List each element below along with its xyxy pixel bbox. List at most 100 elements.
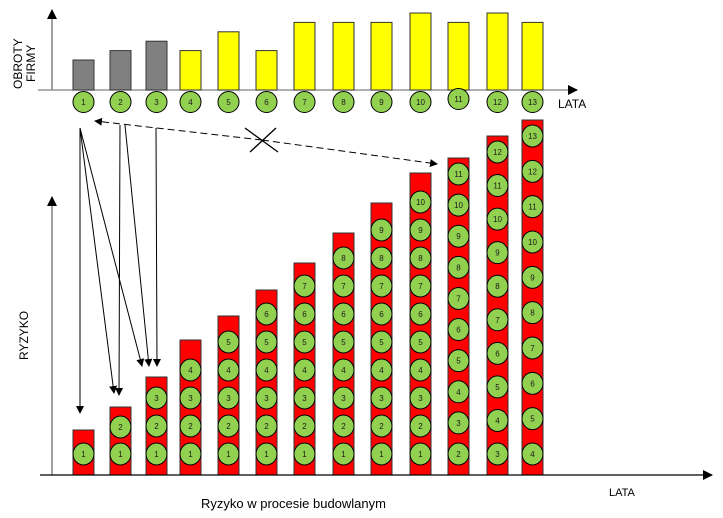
risk-bar-12: 3 4 5 6 7 8 9 10 11 12 [486,135,509,476]
risk-year-number: 6 [456,326,461,335]
risk-year-number: 10 [528,238,537,247]
risk-chart: 1 121231234123451234561234567123456781234… [17,119,713,511]
risk-year-number: 8 [379,254,384,263]
risk-year-marker: 3 [293,386,316,410]
risk-year-circle [332,386,355,410]
risk-year-number: 3 [495,450,500,459]
year-circle [370,91,393,113]
risk-year-number: 11 [454,170,463,179]
risk-year-marker: 1 [409,442,432,466]
risk-year-circle [486,341,509,365]
risk-year-number: 13 [528,132,537,141]
risk-year-marker: 7 [332,274,355,298]
year-number: 13 [528,98,537,107]
risk-year-number: 3 [302,394,307,403]
risk-year-circle [447,318,470,342]
risk-year-circle [332,358,355,382]
risk-year-marker: 6 [447,318,470,342]
risk-year-circle [409,358,432,382]
risk-year-marker: 1 [293,442,316,466]
risk-year-marker: 3 [409,386,432,410]
arrow-year2-to-bar3 [124,124,153,367]
risk-year-number: 3 [188,394,193,403]
risk-year-number: 12 [493,148,502,157]
risk-year-marker: 7 [409,274,432,298]
risk-year-marker: 12 [486,140,509,164]
arrow-year1-to-bar2 [79,127,118,394]
risk-year-circle [370,414,393,438]
risk-year-marker: 6 [486,341,509,365]
risk-year-marker: 1 [332,442,355,466]
risk-year-marker: 1 [370,442,393,466]
risk-year-marker: 8 [332,246,355,270]
risk-year-number: 4 [495,416,500,425]
risk-year-number: 4 [341,366,346,375]
risk-year-circle [179,386,202,410]
risk-year-circle [521,265,544,289]
risk-year-number: 11 [528,203,537,212]
risk-year-marker: 2 [179,414,202,438]
risk-year-circle [521,442,544,466]
risk-year-marker: 6 [370,302,393,326]
year-marker-6: 6 [255,91,278,113]
risk-year-circle [370,442,393,466]
risk-bar-8: 1 2 3 4 5 6 7 8 [332,232,355,476]
risk-year-marker: 2 [145,414,168,438]
arrow-year3-to-bar3 [152,127,161,367]
risk-year-marker: 4 [409,358,432,382]
risk-year-circle [447,224,470,248]
year-circle [217,91,240,113]
risk-year-circle [409,246,432,270]
risk-year-circle [332,330,355,354]
risk-year-number: 2 [418,422,423,431]
risk-year-circle [255,302,278,326]
risk-year-marker: 2 [255,414,278,438]
year-number: 4 [188,98,193,107]
year-number: 3 [154,98,159,107]
risk-year-marker: 5 [370,330,393,354]
risk-year-marker: 6 [293,302,316,326]
risk-year-circle [447,255,470,279]
year-circle [486,91,509,113]
year-circle [255,91,278,113]
risk-year-marker: 2 [293,414,316,438]
risk-year-circle [447,286,470,310]
revenue-bar-5 [217,31,240,91]
risk-x-label: LATA [609,487,636,499]
risk-year-number: 1 [264,450,269,459]
revenue-bar-2 [109,50,132,91]
risk-year-marker: 9 [409,218,432,242]
risk-year-circle [409,218,432,242]
risk-year-circle [72,442,95,466]
year-number: 5 [226,98,231,107]
risk-year-number: 12 [528,167,537,176]
risk-year-marker: 8 [447,255,470,279]
year-circle [332,91,355,113]
risk-bar-2: 12 [109,406,132,476]
risk-year-marker: 9 [486,241,509,265]
risk-year-number: 6 [264,310,269,319]
revenue-bar-3 [145,40,168,91]
risk-year-number: 4 [264,366,269,375]
risk-year-circle [370,274,393,298]
revenue-bar-1 [72,59,95,91]
year-number: 9 [379,98,384,107]
risk-year-marker: 11 [521,195,544,219]
risk-bar-5: 1 2 3 4 5 [217,315,240,476]
risk-year-marker: 4 [370,358,393,382]
revenue-x-label: LATA [558,97,586,111]
risk-year-marker: 9 [447,224,470,248]
dashed-arrow-to-year1 [94,117,263,141]
risk-year-circle [370,330,393,354]
risk-year-marker: 2 [447,442,470,466]
risk-year-circle [179,442,202,466]
risk-year-circle [217,414,240,438]
risk-year-marker: 6 [255,302,278,326]
year-circle [72,91,95,113]
risk-year-circle [217,442,240,466]
risk-year-circle [409,442,432,466]
risk-year-marker: 8 [486,274,509,298]
risk-year-number: 6 [379,310,384,319]
risk-year-circle [332,442,355,466]
